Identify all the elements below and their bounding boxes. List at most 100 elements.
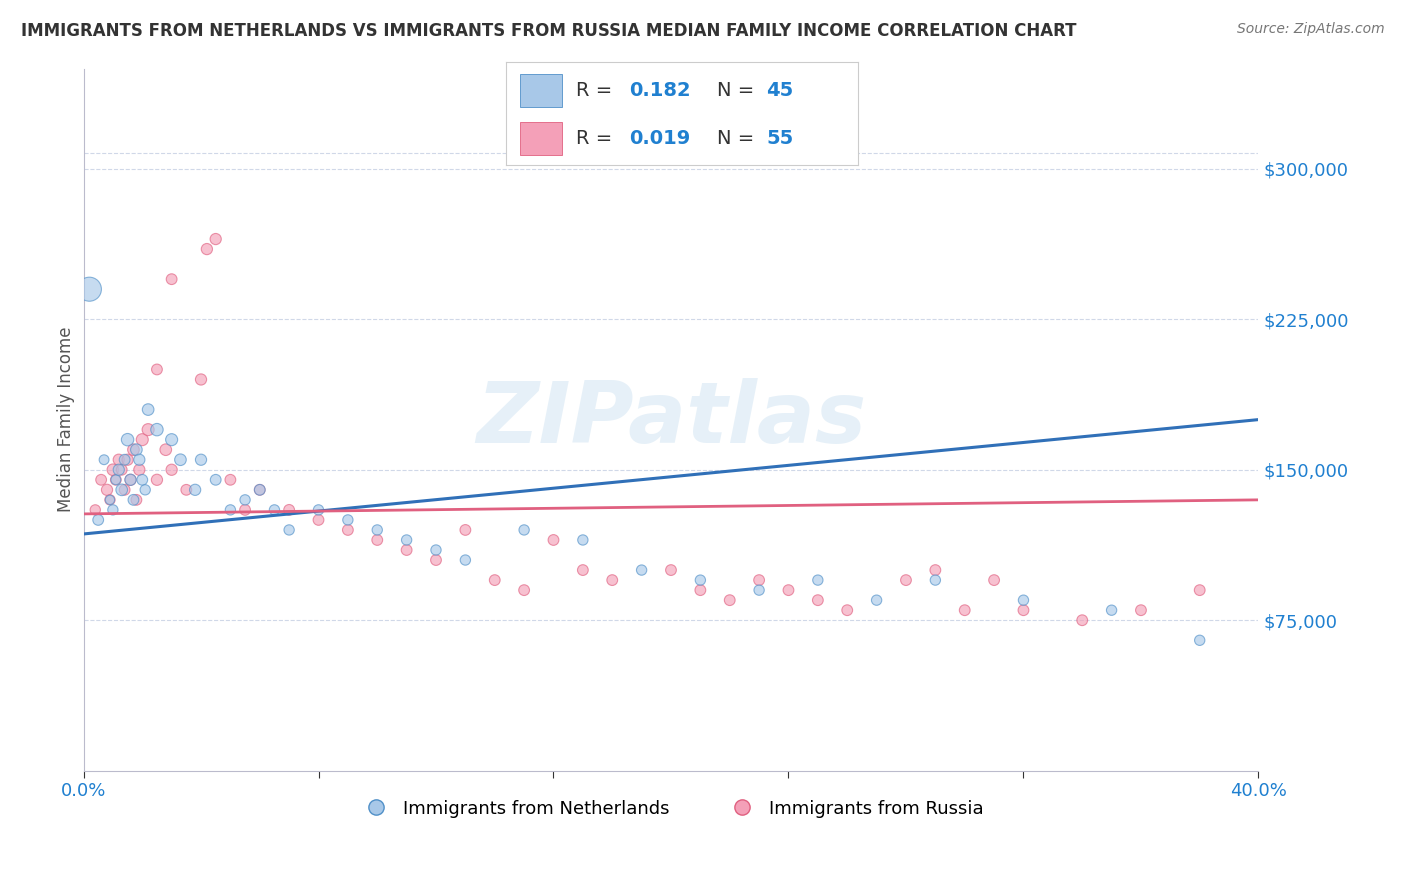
Point xyxy=(190,372,212,386)
Point xyxy=(630,563,652,577)
Point xyxy=(104,473,127,487)
Point xyxy=(134,483,156,497)
Point xyxy=(689,583,711,598)
Point xyxy=(117,433,139,447)
Point xyxy=(748,583,770,598)
Point xyxy=(117,452,139,467)
Text: IMMIGRANTS FROM NETHERLANDS VS IMMIGRANTS FROM RUSSIA MEDIAN FAMILY INCOME CORRE: IMMIGRANTS FROM NETHERLANDS VS IMMIGRANT… xyxy=(21,22,1077,40)
Point xyxy=(278,523,301,537)
Point xyxy=(1101,603,1123,617)
Point xyxy=(249,483,271,497)
Point xyxy=(93,452,115,467)
Point xyxy=(98,492,121,507)
Point xyxy=(1188,633,1211,648)
Point xyxy=(924,563,946,577)
Point xyxy=(865,593,887,607)
Point xyxy=(111,483,134,497)
Point xyxy=(122,442,145,457)
Point xyxy=(924,573,946,587)
Point xyxy=(395,533,418,547)
Point xyxy=(104,473,127,487)
Point xyxy=(484,573,506,587)
Point xyxy=(195,242,218,256)
Point xyxy=(689,573,711,587)
Point xyxy=(263,503,285,517)
Point xyxy=(190,452,212,467)
Point xyxy=(204,232,226,246)
Point xyxy=(101,503,124,517)
Point xyxy=(146,423,169,437)
Point xyxy=(1188,583,1211,598)
Point xyxy=(136,402,159,417)
Point xyxy=(84,503,107,517)
Text: R =: R = xyxy=(576,80,619,100)
Point xyxy=(96,483,118,497)
Y-axis label: Median Family Income: Median Family Income xyxy=(58,326,75,512)
Point xyxy=(155,442,177,457)
Point xyxy=(160,463,183,477)
Point xyxy=(98,492,121,507)
Point xyxy=(120,473,142,487)
Point xyxy=(131,473,153,487)
Point xyxy=(425,543,447,558)
Point xyxy=(807,573,830,587)
Point xyxy=(278,503,301,517)
Point xyxy=(513,523,536,537)
Point xyxy=(249,483,271,497)
Text: 55: 55 xyxy=(766,128,793,148)
Point xyxy=(572,563,595,577)
Point xyxy=(125,442,148,457)
Text: Source: ZipAtlas.com: Source: ZipAtlas.com xyxy=(1237,22,1385,37)
Legend: Immigrants from Netherlands, Immigrants from Russia: Immigrants from Netherlands, Immigrants … xyxy=(352,792,991,825)
Point xyxy=(146,362,169,376)
Point xyxy=(114,452,136,467)
Point xyxy=(184,483,207,497)
Point xyxy=(107,452,129,467)
Point xyxy=(107,463,129,477)
Point xyxy=(233,503,256,517)
Point xyxy=(308,503,330,517)
Point xyxy=(169,452,191,467)
Point xyxy=(336,523,359,537)
Point xyxy=(659,563,682,577)
Point xyxy=(87,513,110,527)
Point xyxy=(454,523,477,537)
Point xyxy=(1071,613,1094,627)
Point xyxy=(120,473,142,487)
Point xyxy=(128,452,150,467)
Point xyxy=(718,593,741,607)
Point xyxy=(513,583,536,598)
Point xyxy=(1012,593,1035,607)
FancyBboxPatch shape xyxy=(520,122,562,155)
Text: N =: N = xyxy=(717,80,761,100)
Point xyxy=(366,533,388,547)
Point xyxy=(125,492,148,507)
Point xyxy=(953,603,976,617)
Point xyxy=(837,603,859,617)
Point xyxy=(395,543,418,558)
Point xyxy=(101,463,124,477)
Text: N =: N = xyxy=(717,128,761,148)
Point xyxy=(160,433,183,447)
Text: 0.182: 0.182 xyxy=(630,80,690,100)
Point xyxy=(233,492,256,507)
Point xyxy=(146,473,169,487)
Point xyxy=(336,513,359,527)
Point xyxy=(128,463,150,477)
Point xyxy=(219,473,242,487)
Point xyxy=(748,573,770,587)
Point xyxy=(778,583,800,598)
Text: 0.019: 0.019 xyxy=(630,128,690,148)
Text: 45: 45 xyxy=(766,80,793,100)
Point xyxy=(1012,603,1035,617)
Point xyxy=(600,573,623,587)
Point xyxy=(454,553,477,567)
Point xyxy=(160,272,183,286)
Point xyxy=(114,483,136,497)
Point xyxy=(122,492,145,507)
Point xyxy=(131,433,153,447)
Point xyxy=(543,533,565,547)
Point xyxy=(204,473,226,487)
Point xyxy=(111,463,134,477)
Point xyxy=(308,513,330,527)
